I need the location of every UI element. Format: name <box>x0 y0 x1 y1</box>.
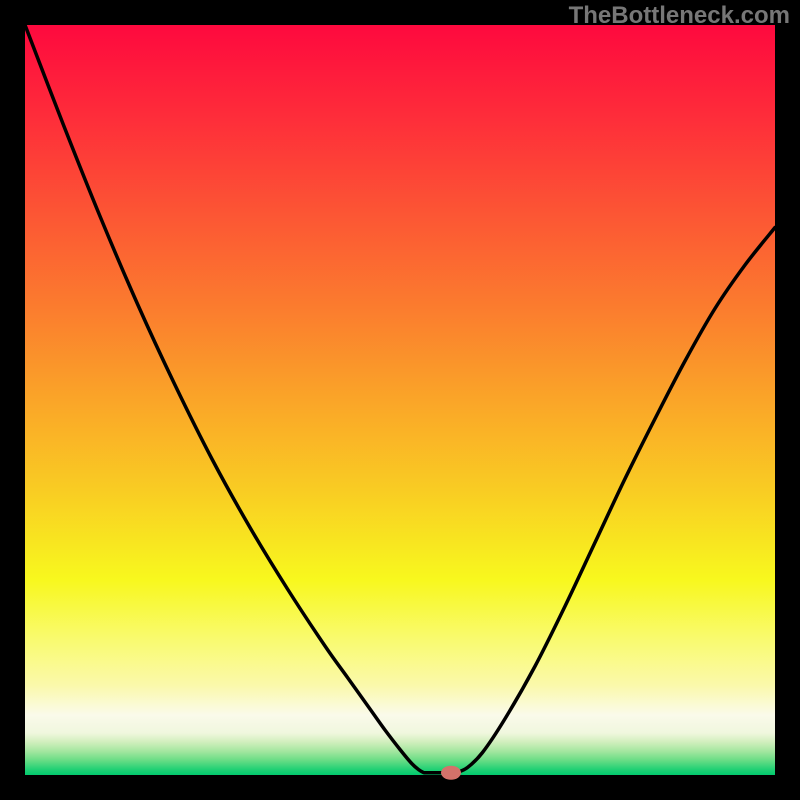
watermark-text: TheBottleneck.com <box>569 2 790 30</box>
bottleneck-chart <box>0 0 800 800</box>
optimal-marker <box>441 766 461 780</box>
plot-gradient <box>25 25 775 775</box>
